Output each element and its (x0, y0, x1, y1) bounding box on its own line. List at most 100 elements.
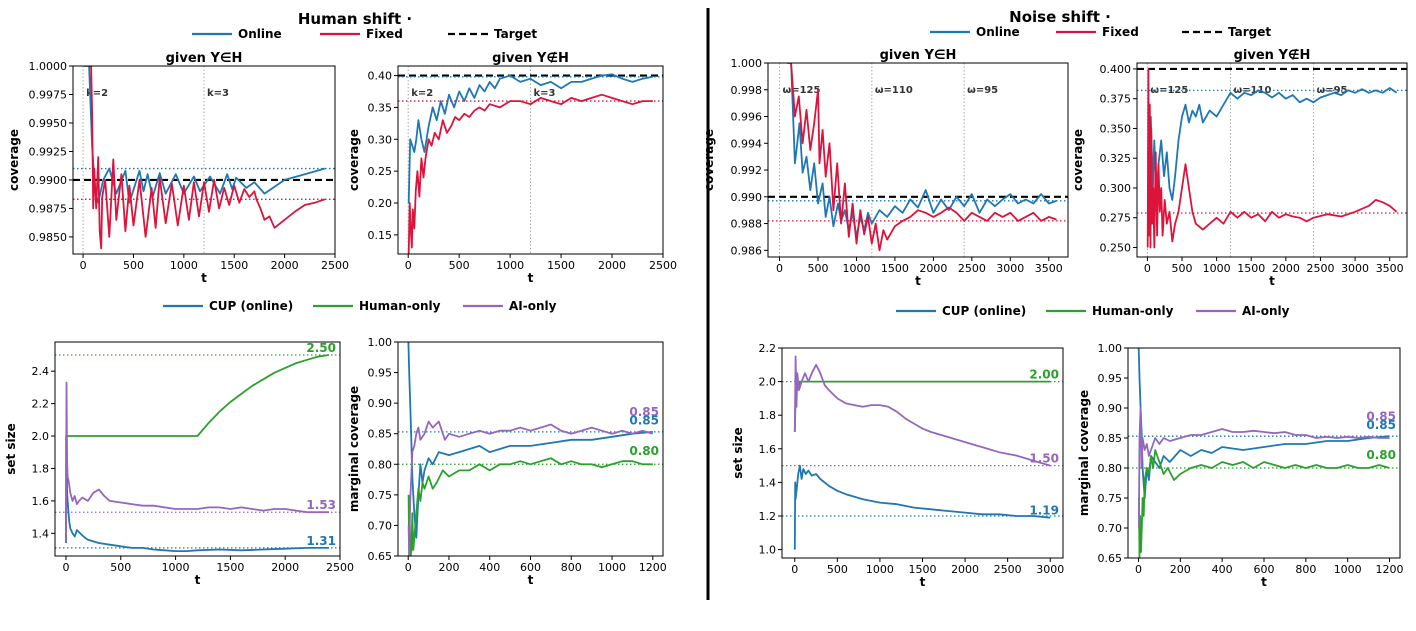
plot-frame (1127, 347, 1401, 559)
y-tick-label: 1.00 (1098, 342, 1123, 355)
y-tick-label: 2.2 (759, 342, 777, 355)
x-axis-label: t (201, 271, 207, 285)
x-tick-label: 1500 (220, 259, 248, 272)
series-line-human-only (407, 457, 653, 556)
vline-label-k-2: k=2 (411, 88, 433, 99)
end-label-0: 0.85 (1366, 410, 1396, 424)
series-line-fixed (89, 66, 326, 250)
y-axis-label: coverage (702, 129, 716, 191)
y-tick-label: 1.0 (759, 544, 777, 557)
plot-human-shift-marginal-coverage: 0.850.850.800 200 400 600 800 1000 12000.650.7… (347, 336, 667, 587)
series-line-fixed (407, 93, 653, 254)
y-tick-label: 0.996 (731, 111, 763, 124)
y-tick-label: 0.994 (731, 137, 763, 150)
y-axis-label: marginal coverage (347, 386, 361, 512)
end-label-0: 2.50 (306, 341, 336, 355)
legend-noise-shift: Online Fixed Target (930, 25, 1271, 39)
x-tick-label: 2500 (1306, 262, 1334, 275)
plot-frame (1136, 62, 1408, 258)
legend-label-cup-online: CUP (online) (942, 304, 1026, 318)
x-axis-label: t (1269, 274, 1275, 288)
end-label-2: 1.31 (306, 534, 336, 548)
x-tick-label: 400 (1212, 563, 1233, 576)
series-line-fixed (1146, 68, 1398, 249)
legend-label-target: Target (1228, 25, 1271, 39)
series-line-ai-only (1138, 407, 1390, 529)
legend-label-online: Online (238, 27, 282, 41)
series-group (1137, 348, 1390, 558)
legend2-noise-shift: CUP (online) Human-only AI-only (896, 304, 1290, 318)
y-tick-label: 2.0 (32, 430, 50, 443)
series-line-ai-only (407, 420, 654, 556)
series-line-cup-online (65, 443, 329, 552)
end-label-1: 0.85 (629, 414, 659, 428)
y-tick-label: 0.75 (1098, 492, 1123, 505)
y-tick-label: 0.9925 (29, 145, 68, 158)
x-tick-label: 0 (62, 561, 69, 574)
y-tick-label: 0.9900 (29, 174, 68, 187)
vline-label-95: ω=95 (967, 85, 998, 96)
y-tick-label: 0.90 (1098, 402, 1123, 415)
y-tick-label: 1.8 (759, 409, 777, 422)
y-tick-label: 0.375 (1100, 93, 1132, 106)
x-tick-label: 0 (80, 259, 87, 272)
x-tick-label: 2500 (321, 259, 349, 272)
x-tick-label: 800 (1295, 563, 1316, 576)
plot-noise-shift-not-in-h: ω=125 ω=110 ω=950 500 1000 1500 2000 2500 3000 35… (1071, 48, 1408, 288)
x-tick-label: 1000 (866, 563, 894, 576)
x-axis-label: t (915, 274, 921, 288)
legend-label-online: Online (976, 25, 1020, 39)
y-axis-label: coverage (347, 129, 361, 191)
y-tick-label: 0.70 (1098, 522, 1123, 535)
y-tick-label: 0.15 (368, 229, 393, 242)
series-group (407, 342, 654, 556)
x-tick-label: 2000 (951, 563, 979, 576)
x-tick-label: 0 (405, 259, 412, 272)
y-tick-label: 0.9950 (29, 117, 68, 130)
plot-title: given Y∉H (492, 51, 569, 66)
plot-human-shift-in-h: k=2 k=3 0 500 1000 1500 2000 2500 0.9850 0.9875 0.… (7, 51, 349, 285)
legend-human-shift: Online Fixed Target (192, 27, 537, 41)
end-label-2: 1.19 (1029, 504, 1059, 518)
x-tick-label: 3000 (996, 262, 1024, 275)
y-tick-label: 0.992 (731, 164, 763, 177)
series-group (1146, 68, 1398, 249)
x-tick-label: 0 (1144, 262, 1151, 275)
y-tick-label: 0.95 (368, 367, 393, 380)
x-tick-label: 1500 (909, 563, 937, 576)
vline-label-k-3: k=3 (534, 88, 556, 99)
y-axis-label: set size (731, 427, 745, 479)
series-line-ai-only (793, 355, 1051, 467)
plot-title: given Y∉H (1234, 48, 1311, 63)
x-tick-label: 2000 (271, 561, 299, 574)
end-label-1: 1.53 (306, 498, 336, 512)
legend-label-fixed: Fixed (366, 27, 403, 41)
end-label-0: 2.00 (1029, 368, 1059, 382)
y-tick-label: 1.2 (759, 510, 777, 523)
x-tick-label: 500 (123, 259, 144, 272)
y-tick-label: 1.0000 (29, 60, 68, 73)
x-axis-label: t (528, 271, 534, 285)
end-label-1: 1.50 (1029, 452, 1059, 466)
plot-human-shift-not-in-h: k=2 k=3 0 500 1000 1500 2000 2500 0.15 0.20 0.25 0.… (347, 51, 677, 285)
y-tick-label: 1.6 (32, 495, 50, 508)
x-tick-label: 1000 (842, 262, 870, 275)
y-tick-label: 1.4 (32, 527, 50, 540)
y-tick-label: 0.350 (1100, 122, 1132, 135)
y-axis-label: marginal coverage (1077, 390, 1091, 516)
series-line-human-only (793, 380, 1051, 433)
plot-title: given Y∈H (166, 51, 243, 66)
series-line-cup-online (1137, 348, 1390, 499)
y-tick-label: 0.35 (368, 101, 393, 114)
vline-label-k-3: k=3 (207, 88, 229, 99)
series-line-human-only (65, 354, 330, 540)
plot-noise-shift-in-h: ω=125 ω=110 ω=95 0 500 1000 1500 2000 2500 3000 35… (702, 48, 1069, 288)
x-tick-label: 2000 (598, 259, 626, 272)
y-tick-label: 0.30 (368, 133, 393, 146)
legend-label-fixed: Fixed (1102, 25, 1139, 39)
y-tick-label: 2.4 (32, 365, 50, 378)
legend-label-ai-only: AI-only (1242, 304, 1290, 318)
x-tick-label: 2500 (958, 262, 986, 275)
x-axis-label: t (1261, 575, 1267, 589)
x-tick-label: 2000 (271, 259, 299, 272)
